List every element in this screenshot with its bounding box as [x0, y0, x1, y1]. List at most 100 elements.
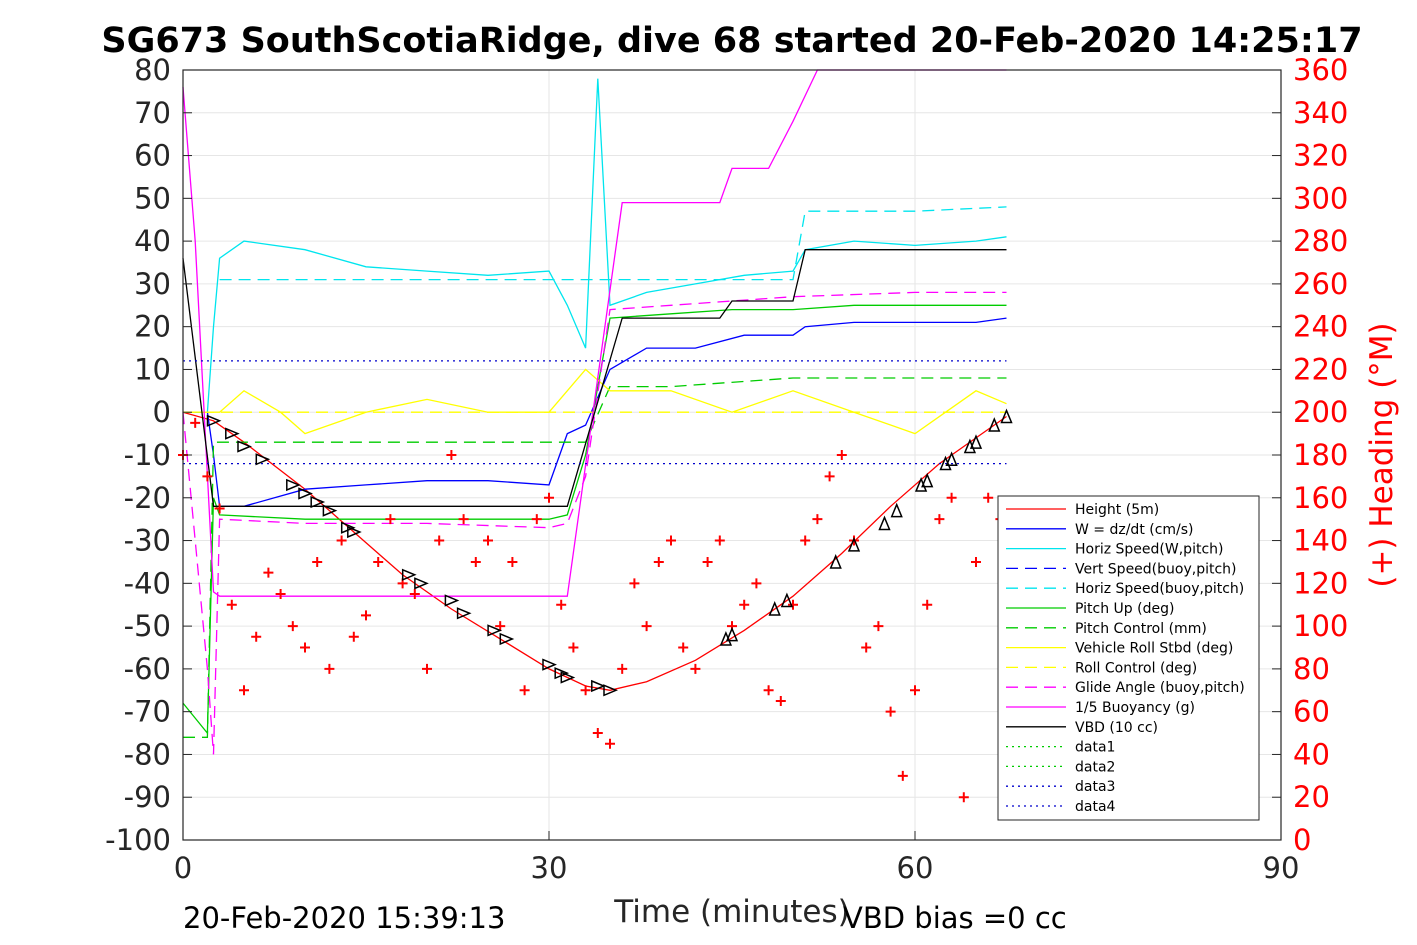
heading-point — [971, 556, 981, 567]
series-layer — [182, 69, 1007, 755]
glide-marker — [225, 427, 240, 440]
glide-marker — [401, 568, 417, 581]
heading-point — [556, 599, 567, 610]
y-tick-label: -50 — [124, 609, 171, 643]
heading-point — [653, 556, 664, 567]
glide-marker — [255, 453, 271, 466]
heading-point — [958, 792, 969, 803]
y-tick-label: 80 — [134, 53, 171, 87]
heading-point — [629, 578, 640, 589]
heading-point — [800, 535, 811, 546]
y2-tick-label: 40 — [1293, 737, 1330, 771]
heading-point — [824, 471, 835, 482]
series-pitch-control-mm — [183, 377, 1007, 738]
legend-label: Height (5m) — [1075, 502, 1159, 518]
y-tick-label: 40 — [134, 224, 171, 258]
y2-tick-label: 140 — [1293, 524, 1348, 558]
y-tick-label: 70 — [134, 96, 171, 130]
y-tick-label: 20 — [134, 310, 171, 344]
heading-point — [739, 599, 750, 610]
glide-marker — [829, 553, 842, 569]
y-tick-label: 0 — [153, 395, 171, 429]
y-tick-label: -100 — [105, 823, 171, 857]
glide-marker — [542, 658, 557, 671]
glide-marker — [921, 472, 934, 488]
heading-point — [605, 738, 615, 749]
heading-point — [202, 471, 213, 482]
y-tick-label: 50 — [134, 181, 171, 215]
y-axis-right-label: (+) Heading (°M) — [1364, 322, 1400, 587]
y2-tick-label: 340 — [1293, 96, 1348, 130]
glide-marker — [298, 487, 313, 500]
legend-label: data1 — [1075, 740, 1115, 756]
heading-point — [446, 450, 457, 460]
heading-point — [263, 567, 274, 578]
series-vehicle-roll-stbd-deg — [183, 368, 1007, 435]
series-1-5-buoyancy-g — [182, 69, 1007, 597]
heading-point — [592, 728, 603, 739]
heading-point — [775, 695, 786, 706]
heading-point — [385, 514, 396, 525]
glide-marker — [725, 626, 739, 642]
glide-marker — [560, 671, 576, 684]
heading-point — [422, 663, 432, 674]
glide-marker — [945, 451, 958, 467]
heading-point — [348, 631, 359, 642]
heading-point — [836, 450, 847, 460]
heading-point — [544, 492, 554, 503]
y2-tick-label: 60 — [1293, 695, 1330, 729]
legend-label: Glide Angle (buoy,pitch) — [1075, 680, 1245, 696]
legend: Height (5m) W = dz/dt (cm/s) Horiz Speed(W… — [997, 495, 1260, 821]
y-tick-label: 10 — [134, 352, 171, 386]
legend-label: VBD (10 cc) — [1075, 720, 1158, 736]
heading-point — [897, 770, 908, 781]
y-axis-right: 3603403203002802602402202001801601401201… — [1272, 53, 1348, 857]
glide-marker — [206, 414, 222, 427]
heading-point — [361, 610, 371, 621]
y-axis-left: 80 70 60 50 40 30 20 10 0 -10 -20 -30 -40 -50 -60 -70 -8… — [105, 53, 192, 857]
y-tick-label: -20 — [124, 481, 171, 515]
glide-marker — [969, 434, 983, 449]
y2-tick-label: 20 — [1293, 780, 1330, 814]
x-axis-label: Time (minutes) — [613, 894, 849, 930]
heading-point — [580, 685, 591, 696]
y2-tick-label: 200 — [1293, 395, 1348, 429]
legend-label: Pitch Up (deg) — [1075, 601, 1174, 617]
heading-point — [287, 621, 298, 632]
heading-point — [239, 685, 249, 696]
heading-point — [812, 514, 823, 525]
glide-marker — [591, 679, 606, 693]
heading-point — [495, 621, 506, 632]
heading-point — [568, 642, 579, 653]
heading-point — [666, 535, 676, 546]
heading-point — [226, 599, 237, 610]
y-tick-label: -90 — [124, 780, 171, 814]
heading-point — [519, 685, 530, 696]
series-horiz-speed-buoy-pitch — [219, 206, 1007, 281]
legend-label: Pitch Control (mm) — [1075, 621, 1207, 637]
glide-marker — [768, 601, 781, 616]
glide-marker — [347, 525, 362, 539]
heading-point — [324, 663, 335, 674]
x-tick-label: 0 — [174, 851, 192, 885]
heading-point — [507, 556, 518, 567]
heading-point — [983, 492, 994, 503]
glide-marker — [456, 607, 472, 620]
legend-label: Horiz Speed(W,pitch) — [1075, 542, 1223, 558]
y2-tick-label: 120 — [1293, 566, 1348, 600]
y2-tick-label: 240 — [1293, 310, 1348, 344]
heading-point — [922, 599, 933, 610]
y2-tick-label: 80 — [1293, 652, 1330, 686]
heading-point — [641, 621, 652, 632]
heading-point — [885, 706, 896, 717]
heading-point — [483, 535, 493, 546]
heading-point — [434, 535, 445, 546]
glide-marker — [847, 536, 861, 552]
heading-point — [373, 556, 384, 567]
heading-point — [946, 492, 957, 503]
heading-point — [251, 631, 262, 642]
heading-point — [214, 503, 225, 514]
y-tick-label: 60 — [134, 139, 171, 173]
y-tick-label: -60 — [124, 652, 171, 686]
